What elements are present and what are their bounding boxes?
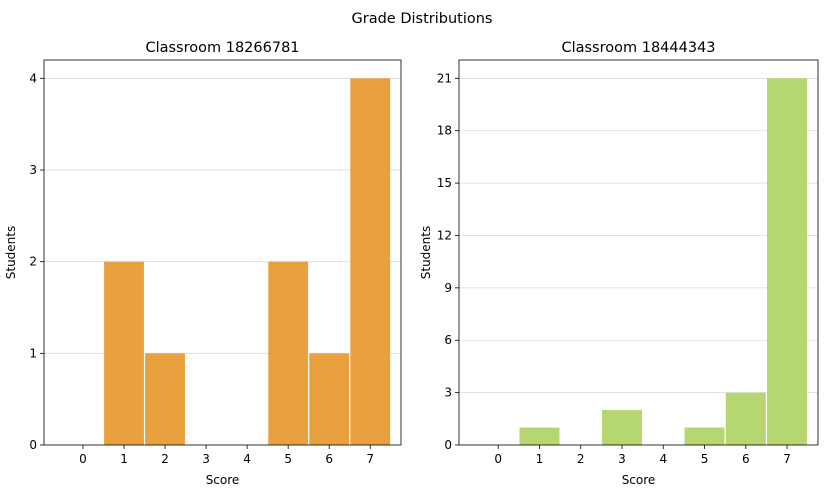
bar-score-2 (145, 353, 185, 445)
subplot-title: Classroom 18444343 (561, 40, 715, 56)
y-tick-label: 12 (437, 228, 452, 242)
x-tick-label: 2 (577, 452, 585, 466)
plot-frame (458, 59, 819, 446)
bar-score-6 (309, 353, 350, 445)
x-tick-label: 3 (618, 452, 626, 466)
subplot-left: 0 1 2 3 4 0 1 2 3 4 5 6 7 Score Students Classroom 1826… (4, 40, 402, 487)
y-tick-label: 15 (437, 176, 452, 190)
bar-score-7 (767, 78, 808, 445)
x-tick-label: 7 (783, 452, 791, 466)
y-tick-label: 2 (29, 255, 37, 269)
figure-suptitle: Grade Distributions (352, 11, 493, 27)
plot-frame (43, 59, 402, 446)
x-tick-label: 6 (742, 452, 750, 466)
bar-score-3 (601, 410, 643, 445)
subplot-title: Classroom 18266781 (145, 40, 299, 56)
bar-score-1 (519, 427, 560, 445)
bar-score-6 (725, 392, 766, 445)
y-tick-label: 21 (437, 71, 452, 85)
y-tick-label: 3 (444, 386, 452, 400)
x-tick-label: 2 (161, 452, 169, 466)
y-tick-label: 1 (29, 346, 37, 360)
x-tick-label: 5 (284, 452, 292, 466)
y-tick-label: 4 (29, 71, 37, 85)
x-tick-label: 4 (659, 452, 667, 466)
bar-score-5 (684, 427, 725, 445)
x-tick-label: 0 (79, 452, 87, 466)
y-tick-label: 0 (444, 438, 452, 452)
x-tick-label: 4 (243, 452, 251, 466)
y-axis-label: Students (419, 226, 433, 280)
x-axis-label: Score (622, 473, 656, 487)
x-tick-label: 5 (701, 452, 709, 466)
x-tick-label: 0 (494, 452, 502, 466)
y-tick-label: 9 (444, 281, 452, 295)
x-tick-label: 7 (366, 452, 374, 466)
x-tick-label: 1 (536, 452, 544, 466)
y-tick-label: 6 (444, 333, 452, 347)
x-tick-label: 1 (120, 452, 128, 466)
x-tick-label: 3 (202, 452, 210, 466)
bar-score-1 (104, 261, 144, 445)
x-axis-label: Score (206, 473, 240, 487)
bar-score-7 (350, 78, 391, 445)
y-tick-label: 3 (29, 163, 37, 177)
y-axis-label: Students (4, 226, 18, 280)
y-tick-label: 18 (437, 124, 452, 138)
y-tick-label: 0 (29, 438, 37, 452)
x-tick-label: 6 (325, 452, 333, 466)
bar-score-5 (268, 261, 309, 445)
